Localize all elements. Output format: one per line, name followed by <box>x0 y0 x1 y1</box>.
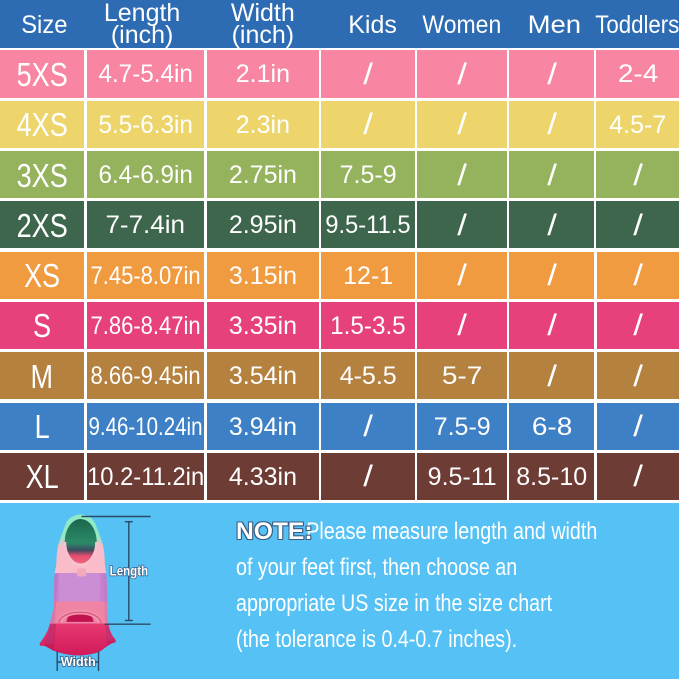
svg-text:Length: Length <box>110 563 149 578</box>
svg-text:Width: Width <box>61 654 96 669</box>
